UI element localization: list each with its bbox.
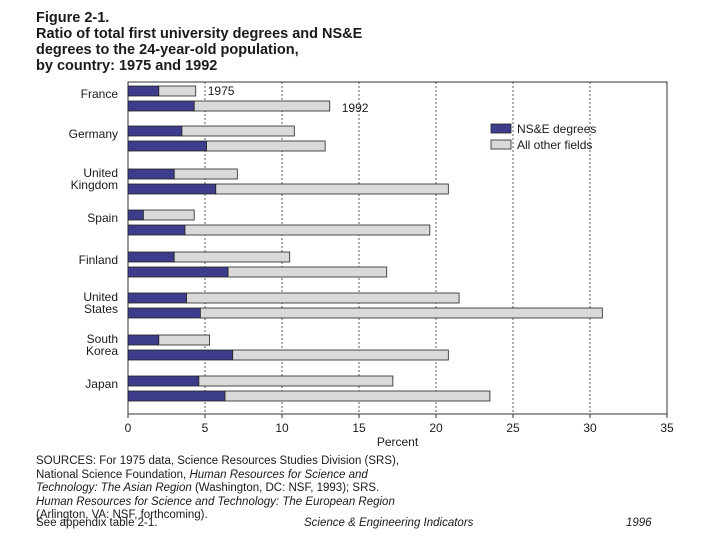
plot-frame xyxy=(127,81,668,415)
figure-title-block: Figure 2-1. Ratio of total first univers… xyxy=(36,10,362,74)
annotation-1975: 1975 xyxy=(208,84,235,98)
x-tick-label: 15 xyxy=(352,421,366,435)
bar-nse-1975 xyxy=(127,375,200,387)
legend-label: NS&E degrees xyxy=(517,122,596,136)
bar-other-1992 xyxy=(224,390,491,402)
bar-other-1975 xyxy=(158,334,211,346)
bar-other-1975 xyxy=(142,209,195,221)
appendix-reference: See appendix table 2-1. xyxy=(36,517,158,529)
x-tick-label: 35 xyxy=(660,421,674,435)
bar-nse-1992 xyxy=(127,349,234,361)
x-tick-label: 0 xyxy=(125,421,132,435)
category-label: Japan xyxy=(85,377,118,391)
bar-other-1992 xyxy=(206,140,326,152)
legend-swatch-other xyxy=(490,139,512,150)
category-label: Spain xyxy=(87,211,118,225)
bar-other-1992 xyxy=(193,100,331,112)
bar-nse-1992 xyxy=(127,266,229,278)
figure-title-line-1: Ratio of total first university degrees … xyxy=(36,26,363,42)
category-label: South xyxy=(87,332,118,346)
bar-other-1992 xyxy=(199,307,603,319)
x-tick-label: 10 xyxy=(275,421,289,435)
sources-line: Technology: The Asian Region (Washington… xyxy=(36,482,696,496)
legend-swatch-nse xyxy=(490,123,512,134)
bar-other-1975 xyxy=(173,168,238,180)
sources-line: National Science Foundation, Human Resou… xyxy=(36,469,696,483)
category-label: Korea xyxy=(86,344,118,358)
publication-name: Science & Engineering Indicators xyxy=(304,517,474,529)
bar-other-1992 xyxy=(227,266,388,278)
bar-nse-1992 xyxy=(127,100,195,112)
annotation-1992: 1992 xyxy=(342,101,369,115)
x-axis-label: Percent xyxy=(377,435,419,449)
bar-nse-1992 xyxy=(127,183,217,195)
category-label: France xyxy=(81,87,119,101)
sources-text: National Science Foundation, xyxy=(36,468,190,481)
bar-nse-1992 xyxy=(127,140,207,152)
category-label: Germany xyxy=(69,127,118,141)
category-label: United xyxy=(83,166,118,180)
bar-nse-1975 xyxy=(127,334,160,346)
x-tick-label: 25 xyxy=(506,421,520,435)
category-label: Kingdom xyxy=(71,178,118,192)
bar-nse-1975 xyxy=(127,125,183,137)
sources-line: Human Resources for Science and Technolo… xyxy=(36,496,696,510)
category-label: Finland xyxy=(79,253,118,267)
bar-other-1975 xyxy=(181,125,295,137)
x-tick-label: 20 xyxy=(429,421,443,435)
bar-nse-1992 xyxy=(127,224,186,236)
figure-title-line-2: degrees to the 24-year-old population, xyxy=(36,42,299,58)
bar-other-1975 xyxy=(158,85,197,97)
bar-nse-1992 xyxy=(127,390,226,402)
x-tick-label: 5 xyxy=(202,421,209,435)
bar-nse-1975 xyxy=(127,292,187,304)
sources-text: Human Resources for Science and Technolo… xyxy=(36,495,395,508)
publication-year: 1996 xyxy=(626,517,652,529)
bar-nse-1975 xyxy=(127,209,144,221)
sources-note: SOURCES: For 1975 data, Science Resource… xyxy=(36,455,696,523)
bar-other-1992 xyxy=(184,224,431,236)
sources-text: Human Resources for Science and xyxy=(189,468,368,481)
sources-line: (Arlington, VA: NSF, forthcoming). xyxy=(36,509,696,523)
bar-other-1975 xyxy=(173,251,291,263)
legend-label: All other fields xyxy=(517,138,592,152)
sources-line: SOURCES: For 1975 data, Science Resource… xyxy=(36,455,696,469)
bar-nse-1975 xyxy=(127,85,160,97)
sources-text: Technology: The Asian Region xyxy=(36,482,192,495)
figure-label: Figure 2-1. xyxy=(36,10,110,26)
bar-nse-1975 xyxy=(127,168,175,180)
category-label: States xyxy=(84,302,118,316)
bar-other-1975 xyxy=(198,375,394,387)
figure-title-line-3: by country: 1975 and 1992 xyxy=(36,58,218,74)
bar-nse-1992 xyxy=(127,307,201,319)
x-tick-label: 30 xyxy=(583,421,597,435)
bar-other-1992 xyxy=(215,183,449,195)
sources-text: (Washington, DC: NSF, 1993); SRS. xyxy=(191,482,380,495)
sources-text: SOURCES: For 1975 data, Science Resource… xyxy=(36,455,400,467)
bar-other-1975 xyxy=(186,292,460,304)
bar-nse-1975 xyxy=(127,251,175,263)
bar-other-1992 xyxy=(232,349,449,361)
category-label: United xyxy=(83,290,118,304)
figure-footer: See appendix table 2-1. Science & Engine… xyxy=(36,517,696,529)
sources-text: (Arlington, VA: NSF, forthcoming). xyxy=(36,509,208,522)
